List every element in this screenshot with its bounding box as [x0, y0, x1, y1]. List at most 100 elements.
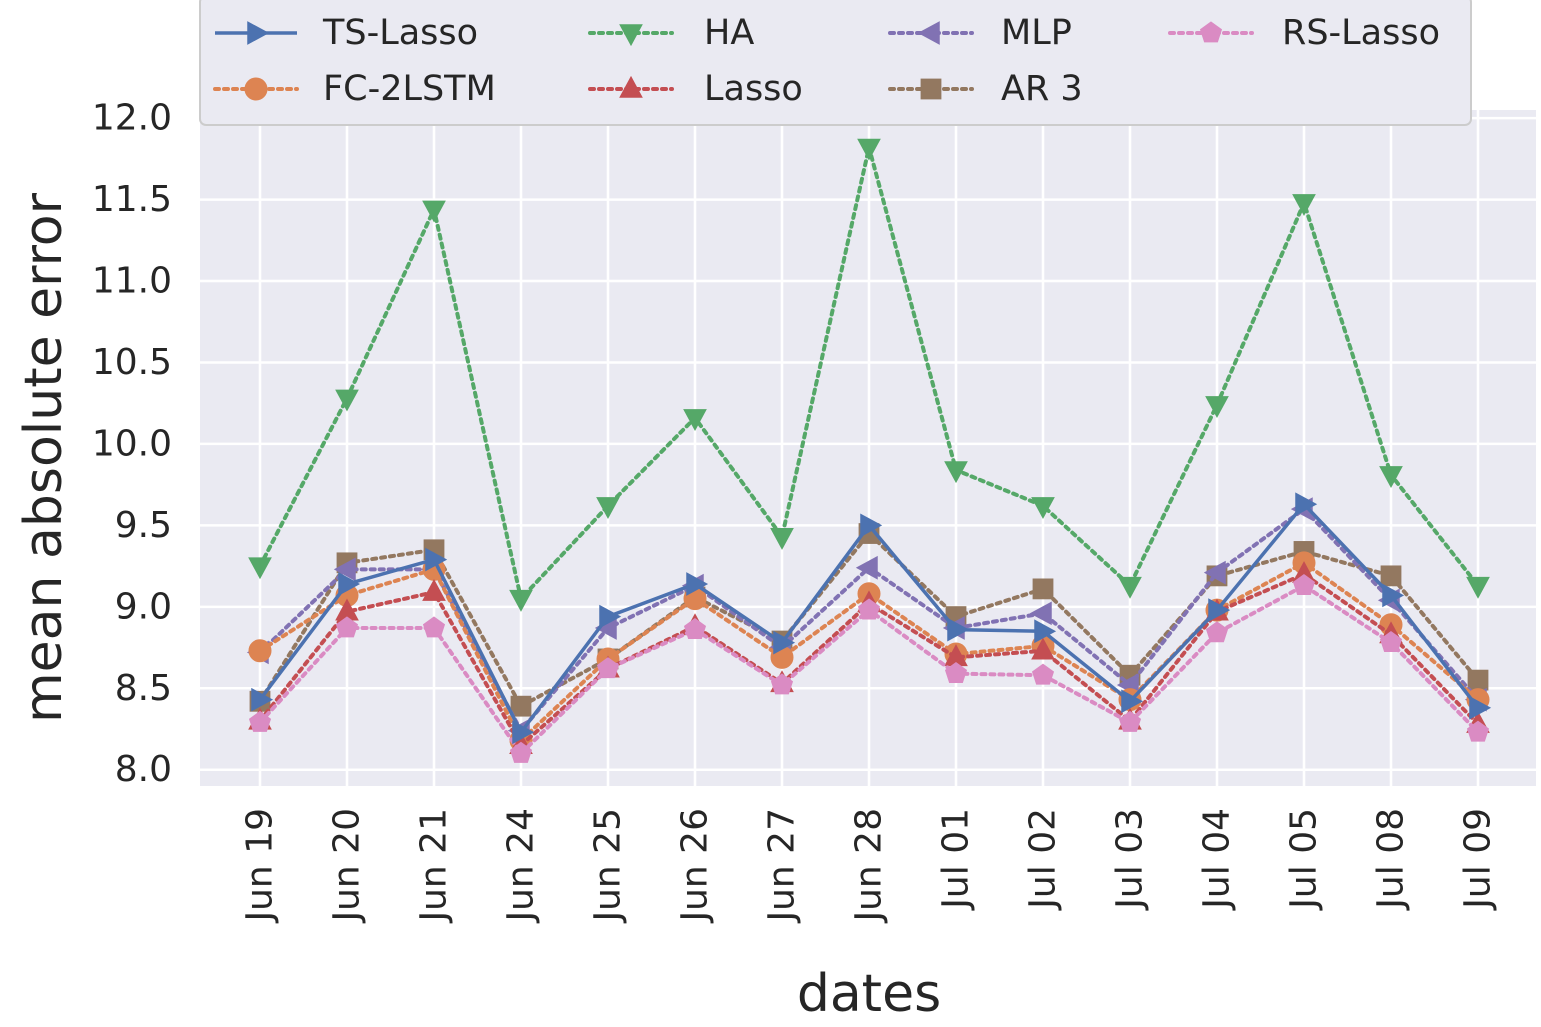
data-point — [251, 687, 274, 712]
data-point — [773, 630, 796, 655]
data-point — [1379, 466, 1403, 489]
data-point — [509, 741, 533, 763]
y-tick-label: 9.5 — [115, 505, 172, 546]
data-point — [686, 572, 709, 596]
data-point — [1205, 396, 1229, 418]
x-tick-label: Jul 01 — [936, 808, 977, 911]
data-point — [422, 579, 446, 601]
data-point — [1469, 695, 1492, 720]
data-point — [596, 497, 620, 519]
x-tick-label: Jul 04 — [1197, 808, 1238, 911]
legend-marker — [247, 21, 270, 45]
data-point — [1031, 637, 1055, 660]
data-point — [509, 589, 533, 612]
x-axis-title: dates — [797, 964, 941, 1024]
data-point — [1121, 689, 1144, 714]
data-point — [860, 513, 883, 538]
legend: TS-Lasso FC-2LSTM HA Lasso MLP AR 3 RS-Lasso — [199, 0, 1472, 126]
legend-label: HA — [704, 13, 754, 53]
data-point — [596, 657, 620, 679]
data-point — [770, 673, 794, 695]
x-tick-label: Jun 24 — [501, 808, 542, 924]
legend-marker — [1199, 21, 1223, 43]
data-point — [425, 547, 448, 572]
data-point — [1292, 574, 1316, 596]
data-point — [1295, 492, 1318, 517]
x-tick-label: Jul 08 — [1371, 808, 1412, 911]
series-ha — [248, 138, 1490, 612]
data-point — [855, 555, 878, 580]
x-tick-label: Jun 25 — [588, 808, 629, 924]
legend-box — [199, 0, 1472, 126]
data-point — [248, 557, 272, 580]
data-point — [1380, 565, 1402, 587]
x-tick-label: Jun 19 — [240, 808, 281, 924]
data-point — [1467, 669, 1489, 691]
x-tick-label: Jul 09 — [1458, 808, 1499, 911]
data-point — [1034, 619, 1057, 644]
legend-marker — [920, 78, 942, 100]
data-point — [1379, 631, 1403, 653]
legend-marker — [244, 77, 268, 101]
data-point — [947, 617, 970, 642]
data-point — [338, 572, 361, 596]
legend-label: RS-Lasso — [1282, 13, 1440, 53]
series-ts-lasso — [251, 492, 1492, 745]
x-tick-label: Jun 28 — [849, 808, 890, 924]
data-point — [1118, 710, 1142, 732]
data-point — [1292, 194, 1316, 216]
data-point — [599, 604, 622, 629]
data-point — [1382, 583, 1405, 608]
data-point — [1118, 576, 1142, 599]
data-point — [683, 409, 707, 432]
y-tick-label: 11.5 — [92, 179, 172, 220]
data-point — [1466, 576, 1490, 599]
x-tick-label: Jun 21 — [414, 808, 455, 924]
data-point — [333, 557, 356, 582]
data-point — [1032, 578, 1054, 600]
data-point — [1031, 663, 1055, 685]
data-point — [1205, 621, 1229, 643]
data-point — [857, 598, 881, 620]
data-point — [1031, 497, 1055, 519]
legend-label: TS-Lasso — [322, 13, 478, 53]
data-point — [944, 661, 968, 684]
y-tick-label: 12.0 — [92, 98, 172, 139]
data-point — [1466, 720, 1490, 742]
legend-marker — [619, 24, 643, 47]
y-tick-label: 10.0 — [92, 423, 172, 464]
data-point — [770, 528, 794, 550]
legend-marker — [619, 75, 643, 98]
y-tick-labels: 8.0 8.5 9.0 9.5 10.0 10.5 11.0 11.5 12.0 — [92, 98, 172, 791]
x-tick-label: Jun 26 — [675, 808, 716, 924]
x-tick-labels: Jun 19 Jun 20 Jun 21 Jun 24 Jun 25 Jun 26 Jun … — [240, 808, 1499, 924]
legend-marker — [917, 21, 940, 45]
x-tick-label: Jul 05 — [1284, 808, 1325, 911]
data-point — [1203, 560, 1226, 585]
y-tick-label: 8.0 — [115, 749, 172, 790]
data-point — [510, 695, 532, 717]
data-point — [335, 389, 359, 412]
legend-label: FC-2LSTM — [323, 69, 496, 109]
series-rs-lasso — [248, 574, 1490, 763]
y-tick-label: 11.0 — [92, 261, 172, 302]
y-axis-title: mean absolute error — [14, 192, 74, 723]
x-tick-label: Jul 02 — [1023, 808, 1064, 911]
data-point — [683, 618, 707, 640]
x-tick-label: Jun 20 — [327, 808, 368, 924]
data-point — [857, 138, 881, 161]
data-point — [1208, 598, 1231, 622]
legend-label: Lasso — [704, 69, 803, 109]
data-point — [944, 461, 968, 484]
y-tick-label: 9.0 — [115, 586, 172, 627]
legend-label: MLP — [1001, 13, 1072, 53]
data-point — [1029, 601, 1052, 626]
x-tick-label: Jul 03 — [1110, 808, 1151, 911]
x-tick-label: Jun 27 — [762, 808, 803, 924]
series-layer — [246, 138, 1492, 763]
data-point — [248, 639, 272, 663]
y-tick-label: 8.5 — [115, 668, 172, 709]
y-tick-label: 10.5 — [92, 342, 172, 383]
data-point — [512, 720, 535, 745]
